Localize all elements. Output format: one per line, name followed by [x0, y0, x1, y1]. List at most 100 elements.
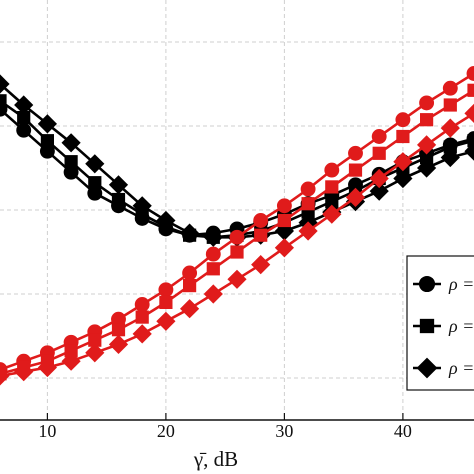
data-point-diamond: [393, 152, 413, 172]
legend-label: ρ =: [448, 274, 474, 294]
series-layer: [0, 66, 474, 386]
data-point-diamond: [0, 74, 10, 94]
data-point-square: [467, 134, 474, 148]
data-point-circle: [442, 80, 458, 96]
data-point-diamond: [132, 196, 152, 216]
data-point-circle: [182, 265, 198, 281]
data-point-diamond: [85, 343, 105, 363]
data-point-diamond: [108, 334, 129, 354]
data-point-square: [443, 98, 457, 112]
data-point-diamond: [203, 227, 223, 247]
x-tick-label: 40: [394, 421, 412, 441]
data-point-circle: [348, 145, 363, 161]
data-point-circle: [371, 129, 387, 144]
data-point-circle: [134, 297, 150, 312]
data-point-square: [372, 146, 386, 160]
data-point-diamond: [37, 357, 57, 378]
x-axis-ticks: 10 20 30 40: [38, 413, 412, 441]
data-point-diamond: [132, 324, 152, 344]
x-tick-label: 10: [38, 421, 56, 441]
data-point-circle: [419, 95, 435, 111]
data-point-diamond: [203, 284, 223, 304]
data-point-square: [348, 163, 363, 177]
data-point-square: [420, 150, 434, 165]
x-tick-label: 30: [275, 421, 293, 441]
data-point-circle: [395, 112, 411, 128]
data-point-diamond: [85, 154, 105, 174]
legend: ρ = ρ = ρ =: [406, 255, 474, 391]
legend-entry-circle: ρ =: [413, 274, 474, 294]
data-point-circle: [276, 198, 292, 214]
data-point-circle: [63, 164, 79, 180]
data-point-circle: [466, 66, 474, 81]
data-point-square: [17, 111, 31, 125]
data-point-diamond: [464, 141, 474, 161]
data-point-square: [467, 83, 474, 97]
data-point-diamond: [440, 147, 460, 168]
data-point-diamond: [274, 221, 294, 241]
data-point-square: [301, 197, 315, 211]
data-point-circle: [111, 311, 126, 327]
data-point-square: [230, 245, 244, 259]
data-point-diamond: [37, 114, 57, 134]
legend-label: ρ =: [448, 358, 474, 378]
data-point-square: [40, 134, 54, 148]
data-point-diamond: [464, 103, 474, 123]
data-point-diamond: [298, 221, 318, 241]
legend-label: ρ =: [448, 316, 474, 336]
data-point-diamond: [417, 158, 437, 178]
series-red-diamond: [0, 103, 474, 386]
data-point-diamond: [417, 135, 437, 155]
data-point-square: [64, 155, 78, 169]
x-axis-label: γ̄, dB: [193, 447, 238, 471]
data-point-diamond: [369, 181, 389, 201]
data-point-diamond: [274, 238, 294, 258]
data-point-diamond: [108, 175, 129, 195]
data-point-square: [206, 262, 220, 276]
data-point-square: [325, 180, 339, 194]
data-point-square: [64, 344, 78, 358]
data-point-circle: [229, 229, 245, 245]
legend-entry-diamond: ρ =: [413, 357, 474, 379]
data-point-square: [396, 129, 410, 144]
data-point-diamond: [227, 269, 247, 289]
data-point-square: [277, 213, 291, 228]
data-point-diamond: [156, 311, 176, 331]
data-point-circle: [158, 282, 174, 298]
data-point-square: [111, 323, 126, 337]
data-point-square: [183, 279, 197, 293]
data-point-diamond: [393, 168, 413, 189]
data-point-diamond: [416, 357, 438, 379]
data-point-circle: [39, 143, 55, 159]
data-point-circle: [87, 185, 103, 201]
data-point-diamond: [61, 351, 81, 371]
data-point-circle: [16, 122, 32, 138]
data-point-diamond: [156, 210, 176, 231]
data-point-square: [135, 310, 149, 324]
data-point-square: [420, 113, 434, 127]
data-point-square: [254, 228, 268, 242]
x-tick-label: 20: [157, 421, 175, 441]
legend-entry-square: ρ =: [413, 316, 474, 336]
data-point-square: [88, 333, 102, 347]
data-point-diamond: [322, 204, 342, 224]
data-point-square: [419, 318, 435, 334]
data-point-diamond: [61, 133, 81, 153]
data-point-diamond: [180, 299, 200, 319]
data-point-square: [111, 192, 126, 207]
data-point-square: [159, 295, 173, 309]
data-point-diamond: [0, 366, 10, 386]
data-point-square: [0, 94, 7, 108]
data-point-square: [88, 176, 102, 190]
data-point-circle: [300, 181, 316, 197]
data-point-diamond: [369, 168, 389, 189]
data-point-square: [325, 195, 339, 209]
data-point-diamond: [14, 362, 34, 382]
data-point-diamond: [14, 95, 34, 115]
data-point-circle: [418, 275, 436, 293]
data-point-square: [443, 140, 457, 154]
data-point-diamond: [180, 223, 200, 243]
data-point-diamond: [440, 118, 460, 138]
data-point-circle: [205, 246, 221, 262]
